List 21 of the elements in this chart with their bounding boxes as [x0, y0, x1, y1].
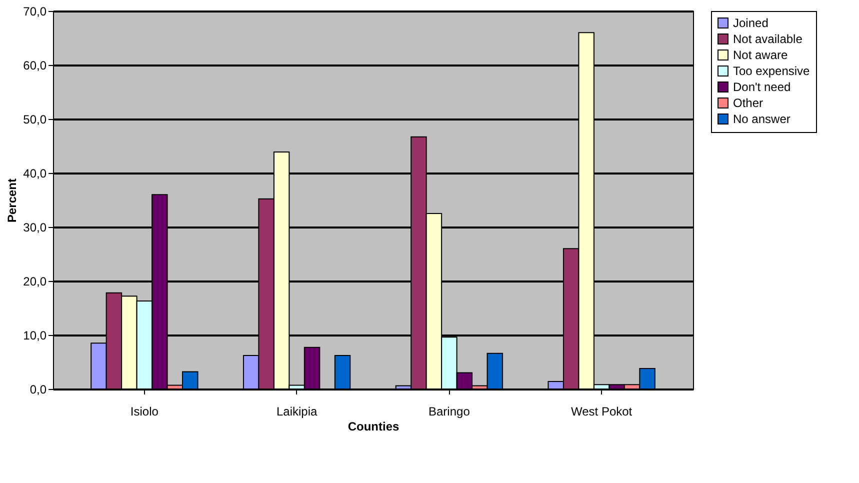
y-tick-label: 40,0: [23, 166, 47, 180]
legend-label: Not aware: [733, 48, 788, 62]
x-tick-label: Isiolo: [130, 404, 159, 418]
legend-label: Too expensive: [733, 64, 810, 78]
y-tick-label: 70,0: [23, 4, 47, 18]
y-tick-label: 0,0: [30, 382, 47, 396]
y-tick-label: 50,0: [23, 112, 47, 126]
y-tick-label: 30,0: [23, 220, 47, 234]
x-tick-label: Baringo: [428, 404, 470, 418]
x-tick-label: Laikipia: [276, 404, 318, 418]
legend-label: No answer: [733, 112, 790, 126]
x-axis-title: Counties: [348, 420, 400, 434]
x-tick-label: West Pokot: [571, 404, 633, 418]
y-axis-title: Percent: [5, 178, 20, 223]
y-tick-label: 60,0: [23, 58, 47, 72]
legend-label: Not available: [733, 32, 803, 46]
legend-label: Other: [733, 96, 764, 110]
y-tick-label: 20,0: [23, 274, 47, 288]
legend-label: Don't need: [733, 80, 791, 94]
y-tick-label: 10,0: [23, 328, 47, 342]
legend-label: Joined: [733, 16, 768, 30]
